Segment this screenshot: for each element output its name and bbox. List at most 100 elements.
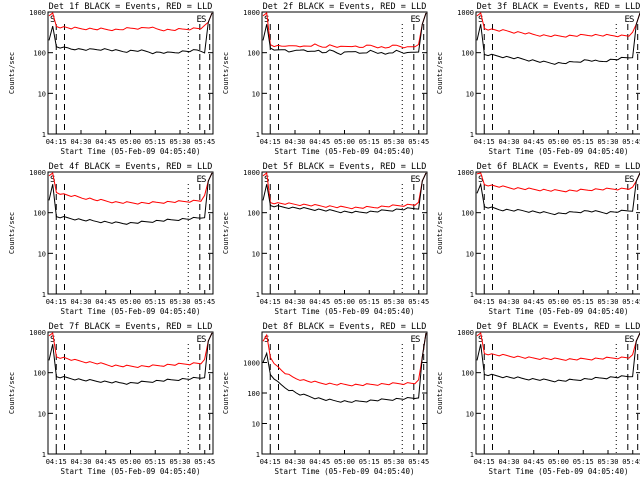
x-tick-label: 05:30 — [383, 458, 404, 466]
x-tick-label: 05:15 — [359, 298, 380, 306]
events-series-line — [48, 12, 213, 55]
lld-series-line — [262, 172, 427, 210]
y-tick-label: 100 — [247, 390, 260, 398]
x-tick-label: 05:45 — [622, 458, 640, 466]
y-tick-label: 10 — [252, 250, 260, 258]
y-tick-label: 1 — [470, 131, 474, 139]
y-tick-label: 10 — [466, 250, 474, 258]
panel-5: Det 5f BLACK = Events, RED = LLD Counts/s… — [222, 162, 429, 316]
x-axis-label: Start Time (05-Feb-09 04:05:40) — [275, 147, 415, 156]
x-tick-label: 05:30 — [597, 138, 618, 146]
y-axis-label: Counts/sec — [8, 212, 16, 254]
lld-series-line — [476, 172, 640, 193]
x-tick-label: 04:30 — [284, 458, 305, 466]
chart-title: Det 4f BLACK = Events, RED = LLD — [49, 162, 213, 172]
x-tick-label: 04:30 — [70, 458, 91, 466]
chart-title: Det 9f BLACK = Events, RED = LLD — [477, 322, 640, 332]
x-tick-label: 05:30 — [597, 298, 618, 306]
chart-title: Det 6f BLACK = Events, RED = LLD — [477, 162, 640, 172]
x-tick-label: 04:30 — [70, 298, 91, 306]
marker-e: E — [197, 335, 202, 345]
y-tick-label: 100 — [247, 50, 260, 58]
chart-title: Det 2f BLACK = Events, RED = LLD — [263, 2, 427, 12]
y-axis-label: Counts/sec — [222, 52, 230, 94]
x-tick-label: 05:30 — [597, 458, 618, 466]
y-axis-label: Counts/sec — [222, 372, 230, 414]
marker-s: S — [415, 15, 420, 25]
x-tick-label: 05:15 — [573, 458, 594, 466]
x-tick-label: 04:15 — [46, 298, 67, 306]
marker-s: S — [629, 335, 634, 345]
y-tick-label: 1 — [42, 291, 46, 299]
y-tick-label: 1000 — [457, 169, 474, 177]
y-axis-label: Counts/sec — [436, 372, 444, 414]
x-tick-label: 04:30 — [284, 138, 305, 146]
marker-s: S — [50, 175, 55, 185]
x-tick-label: 04:30 — [284, 298, 305, 306]
y-tick-label: 100 — [247, 210, 260, 218]
x-tick-label: 05:15 — [359, 138, 380, 146]
marker-e: E — [197, 175, 202, 185]
y-tick-label: 100 — [33, 370, 46, 378]
x-tick-label: 05:00 — [548, 298, 569, 306]
y-tick-label: 1000 — [243, 360, 260, 368]
y-tick-label: 10 — [38, 250, 46, 258]
x-tick-label: 05:45 — [194, 298, 215, 306]
x-tick-label: 05:30 — [169, 138, 190, 146]
x-axis-label: Start Time (05-Feb-09 04:05:40) — [61, 467, 201, 476]
x-tick-label: 04:15 — [260, 298, 281, 306]
x-tick-label: 05:00 — [120, 138, 141, 146]
chart-title: Det 1f BLACK = Events, RED = LLD — [49, 2, 213, 12]
x-tick-label: 05:15 — [145, 138, 166, 146]
x-tick-label: 04:15 — [474, 298, 495, 306]
x-axis-label: Start Time (05-Feb-09 04:05:40) — [275, 467, 415, 476]
x-tick-label: 04:15 — [474, 138, 495, 146]
y-tick-label: 1 — [42, 131, 46, 139]
plot-frame — [475, 331, 640, 455]
x-tick-label: 04:45 — [523, 458, 544, 466]
x-tick-label: 04:45 — [309, 458, 330, 466]
x-tick-label: 04:15 — [46, 138, 67, 146]
x-tick-label: 05:15 — [145, 458, 166, 466]
x-tick-label: 05:00 — [120, 458, 141, 466]
marker-s: S — [478, 335, 483, 345]
y-tick-label: 1 — [470, 291, 474, 299]
x-tick-label: 04:45 — [95, 298, 116, 306]
marker-s: S — [478, 15, 483, 25]
x-tick-label: 05:00 — [548, 138, 569, 146]
y-axis-label: Counts/sec — [222, 212, 230, 254]
chart-title: Det 5f BLACK = Events, RED = LLD — [263, 162, 427, 172]
x-axis-label: Start Time (05-Feb-09 04:05:40) — [275, 307, 415, 316]
x-axis-label: Start Time (05-Feb-09 04:05:40) — [61, 147, 201, 156]
events-series-line — [262, 12, 427, 56]
x-tick-label: 05:45 — [194, 458, 215, 466]
y-tick-label: 1000 — [457, 329, 474, 337]
y-tick-label: 10 — [38, 410, 46, 418]
y-tick-label: 1 — [256, 131, 260, 139]
chart-title: Det 7f BLACK = Events, RED = LLD — [49, 322, 213, 332]
x-tick-label: 05:15 — [359, 458, 380, 466]
y-tick-label: 10 — [466, 90, 474, 98]
y-tick-label: 1000 — [457, 9, 474, 17]
x-tick-label: 05:30 — [169, 458, 190, 466]
events-series-line — [476, 332, 640, 383]
y-tick-label: 1000 — [29, 329, 46, 337]
marker-s: S — [50, 15, 55, 25]
lld-series-line — [48, 12, 213, 32]
x-tick-label: 05:45 — [622, 298, 640, 306]
marker-s: S — [201, 335, 206, 345]
x-tick-label: 04:30 — [498, 458, 519, 466]
panel-9: Det 9f BLACK = Events, RED = LLD Counts/s… — [436, 322, 640, 476]
events-series-line — [48, 332, 213, 385]
marker-s: S — [264, 335, 269, 345]
marker-s: S — [478, 175, 483, 185]
x-tick-label: 05:30 — [383, 138, 404, 146]
marker-e: E — [411, 335, 416, 345]
x-tick-label: 04:45 — [309, 138, 330, 146]
events-series-line — [262, 172, 427, 214]
x-tick-label: 05:45 — [408, 298, 429, 306]
y-tick-label: 1 — [470, 451, 474, 459]
panel-3: Det 3f BLACK = Events, RED = LLD Counts/s… — [436, 2, 640, 156]
lld-series-line — [262, 12, 427, 49]
y-tick-label: 1000 — [243, 9, 260, 17]
